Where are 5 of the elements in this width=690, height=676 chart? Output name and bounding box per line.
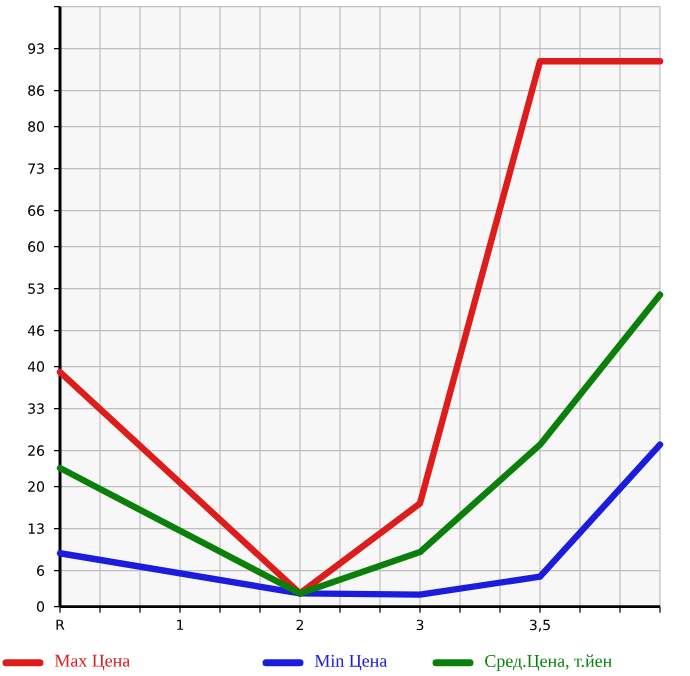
line-series xyxy=(56,291,664,597)
legend-label: Min Цена xyxy=(314,654,387,671)
legend-label: Сред.Цена, т.йен xyxy=(485,654,612,671)
legend-label: Max Цена xyxy=(54,654,130,671)
line-series xyxy=(56,441,664,598)
